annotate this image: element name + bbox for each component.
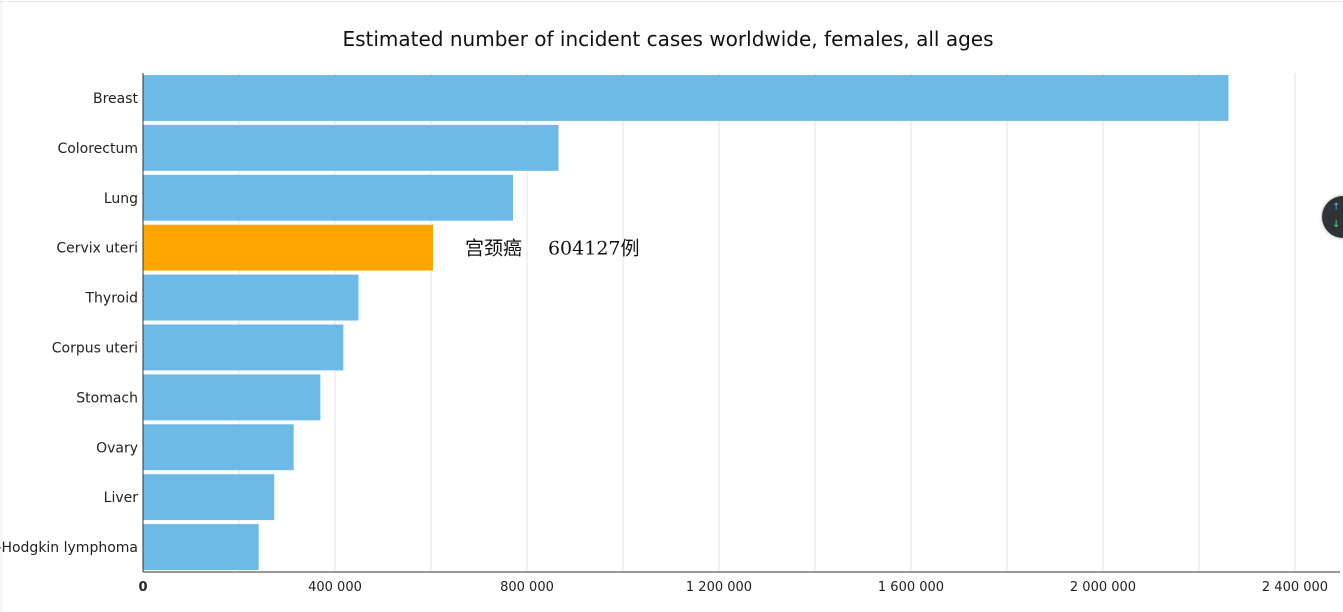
bars	[143, 75, 1229, 570]
arrow-down-icon[interactable]: ↓	[1332, 219, 1341, 230]
bar-stomach[interactable]	[143, 374, 321, 421]
x-tick-labels: 0 400 000 800 000 1 200 000 1 600 000 2 000 0…	[138, 580, 1328, 595]
scroll-widget[interactable]: ↑ ↓	[1322, 196, 1343, 238]
bar-liver[interactable]	[143, 474, 275, 521]
arrow-up-icon[interactable]: ↑	[1332, 202, 1341, 213]
bar-colorectum[interactable]	[143, 124, 559, 171]
annotation-layer: 宫颈癌 604127例	[465, 238, 640, 260]
x-tick-label: 2 000 000	[1070, 580, 1136, 595]
y-tick-label: Lung	[104, 191, 138, 207]
x-tick-label: 0	[138, 580, 147, 595]
annotation-value: 604127例	[548, 238, 640, 260]
x-tick-label: 800 000	[500, 580, 554, 595]
bar-lung[interactable]	[143, 174, 513, 221]
y-tick-label: Liver	[104, 490, 139, 506]
bar-corpus-uteri[interactable]	[143, 324, 344, 371]
y-tick-label: Colorectum	[57, 141, 138, 157]
y-tick-label: Stomach	[76, 390, 138, 406]
top-divider	[0, 1, 1343, 2]
y-tick-label: Non-Hodgkin lymphoma	[0, 540, 138, 556]
x-tick-label: 1 200 000	[686, 580, 752, 595]
x-tick-label: 1 600 000	[878, 580, 944, 595]
bar-thyroid[interactable]	[143, 274, 359, 321]
axes	[142, 73, 1340, 573]
y-tick-label: Corpus uteri	[52, 340, 138, 356]
bar-breast[interactable]	[143, 75, 1229, 121]
chart-title: Estimated number of incident cases world…	[342, 27, 994, 51]
y-tick-label: Breast	[93, 91, 139, 107]
y-tick-labels: Breast Colorectum Lung Cervix uteri Thyroid C…	[0, 91, 139, 556]
annotation-label: 宫颈癌	[465, 238, 522, 260]
y-tick-label: Ovary	[96, 440, 138, 456]
bar-non-hodgkin-lymphoma[interactable]	[143, 524, 259, 570]
y-tick-label: Thyroid	[85, 291, 139, 307]
bar-ovary[interactable]	[143, 424, 294, 471]
bar-cervix-uteri[interactable]	[143, 224, 433, 271]
y-tick-label: Cervix uteri	[56, 241, 138, 257]
x-tick-label: 2 400 000	[1262, 580, 1328, 595]
x-tick-label: 400 000	[308, 580, 362, 595]
page-left-edge	[0, 0, 3, 612]
